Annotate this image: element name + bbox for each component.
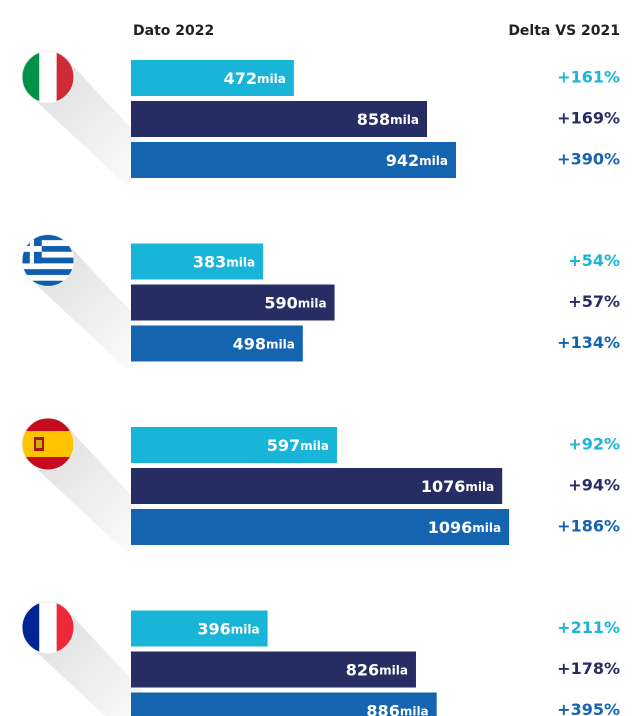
bar bbox=[131, 101, 428, 137]
flag-part bbox=[39, 51, 57, 103]
delta-label: +395% bbox=[557, 700, 620, 716]
delta-label: +169% bbox=[557, 109, 620, 128]
flag-part bbox=[22, 263, 74, 270]
delta-label: +134% bbox=[557, 333, 620, 352]
bar bbox=[131, 325, 303, 362]
value-label: 590mila bbox=[264, 293, 326, 312]
bar bbox=[131, 651, 416, 688]
flag-part bbox=[22, 431, 74, 457]
value-label: 498mila bbox=[233, 334, 295, 353]
delta-label: +57% bbox=[568, 292, 620, 311]
value-label: 886mila bbox=[366, 701, 428, 716]
value-label: 383mila bbox=[193, 252, 255, 271]
value-label: 858mila bbox=[357, 110, 419, 129]
flag-part bbox=[22, 246, 74, 252]
delta-label: +178% bbox=[557, 659, 620, 678]
delta-label: +54% bbox=[568, 251, 620, 270]
flag-part bbox=[22, 274, 74, 281]
bar bbox=[131, 692, 437, 716]
delta-label: +94% bbox=[568, 476, 620, 495]
value-label: 1076mila bbox=[421, 477, 494, 496]
flag-part bbox=[56, 601, 74, 654]
bar bbox=[131, 142, 456, 178]
flag-part bbox=[22, 601, 40, 654]
value-label: 597mila bbox=[267, 436, 329, 455]
flag bbox=[22, 51, 74, 103]
bar bbox=[131, 60, 294, 96]
flag-part bbox=[22, 240, 74, 247]
flag bbox=[22, 234, 74, 287]
delta-label: +390% bbox=[557, 150, 620, 169]
delta-label: +161% bbox=[557, 68, 620, 87]
delta-label: +211% bbox=[557, 618, 620, 637]
flag-part bbox=[22, 51, 40, 103]
value-label: 942mila bbox=[386, 151, 448, 170]
header-left: Dato 2022 bbox=[133, 23, 214, 39]
flag-part bbox=[22, 251, 74, 258]
value-label: 826mila bbox=[346, 660, 408, 679]
header-right: Delta VS 2021 bbox=[508, 23, 620, 39]
flag-part bbox=[36, 440, 42, 448]
flag-part bbox=[56, 51, 74, 103]
value-label: 1096mila bbox=[428, 518, 501, 537]
bar bbox=[131, 284, 335, 321]
value-label: 472mila bbox=[224, 69, 286, 88]
flag-part bbox=[22, 280, 74, 287]
flag-part bbox=[22, 269, 74, 275]
bar bbox=[131, 468, 503, 504]
bar bbox=[131, 427, 337, 463]
value-label: 396mila bbox=[197, 619, 259, 638]
flag-ring bbox=[21, 601, 75, 654]
bar bbox=[131, 610, 268, 647]
flag bbox=[22, 601, 74, 654]
flag-part bbox=[29, 234, 34, 264]
flag-part bbox=[22, 257, 74, 264]
flag-part bbox=[22, 418, 74, 431]
delta-label: +92% bbox=[568, 435, 620, 454]
delta-label: +186% bbox=[557, 517, 620, 536]
bar bbox=[131, 509, 510, 545]
flag-part bbox=[39, 601, 57, 654]
bar bbox=[131, 243, 264, 280]
flag-ring bbox=[21, 50, 75, 104]
flag-ring bbox=[21, 234, 75, 287]
flag-ring bbox=[21, 417, 75, 471]
flag-part bbox=[22, 234, 74, 241]
